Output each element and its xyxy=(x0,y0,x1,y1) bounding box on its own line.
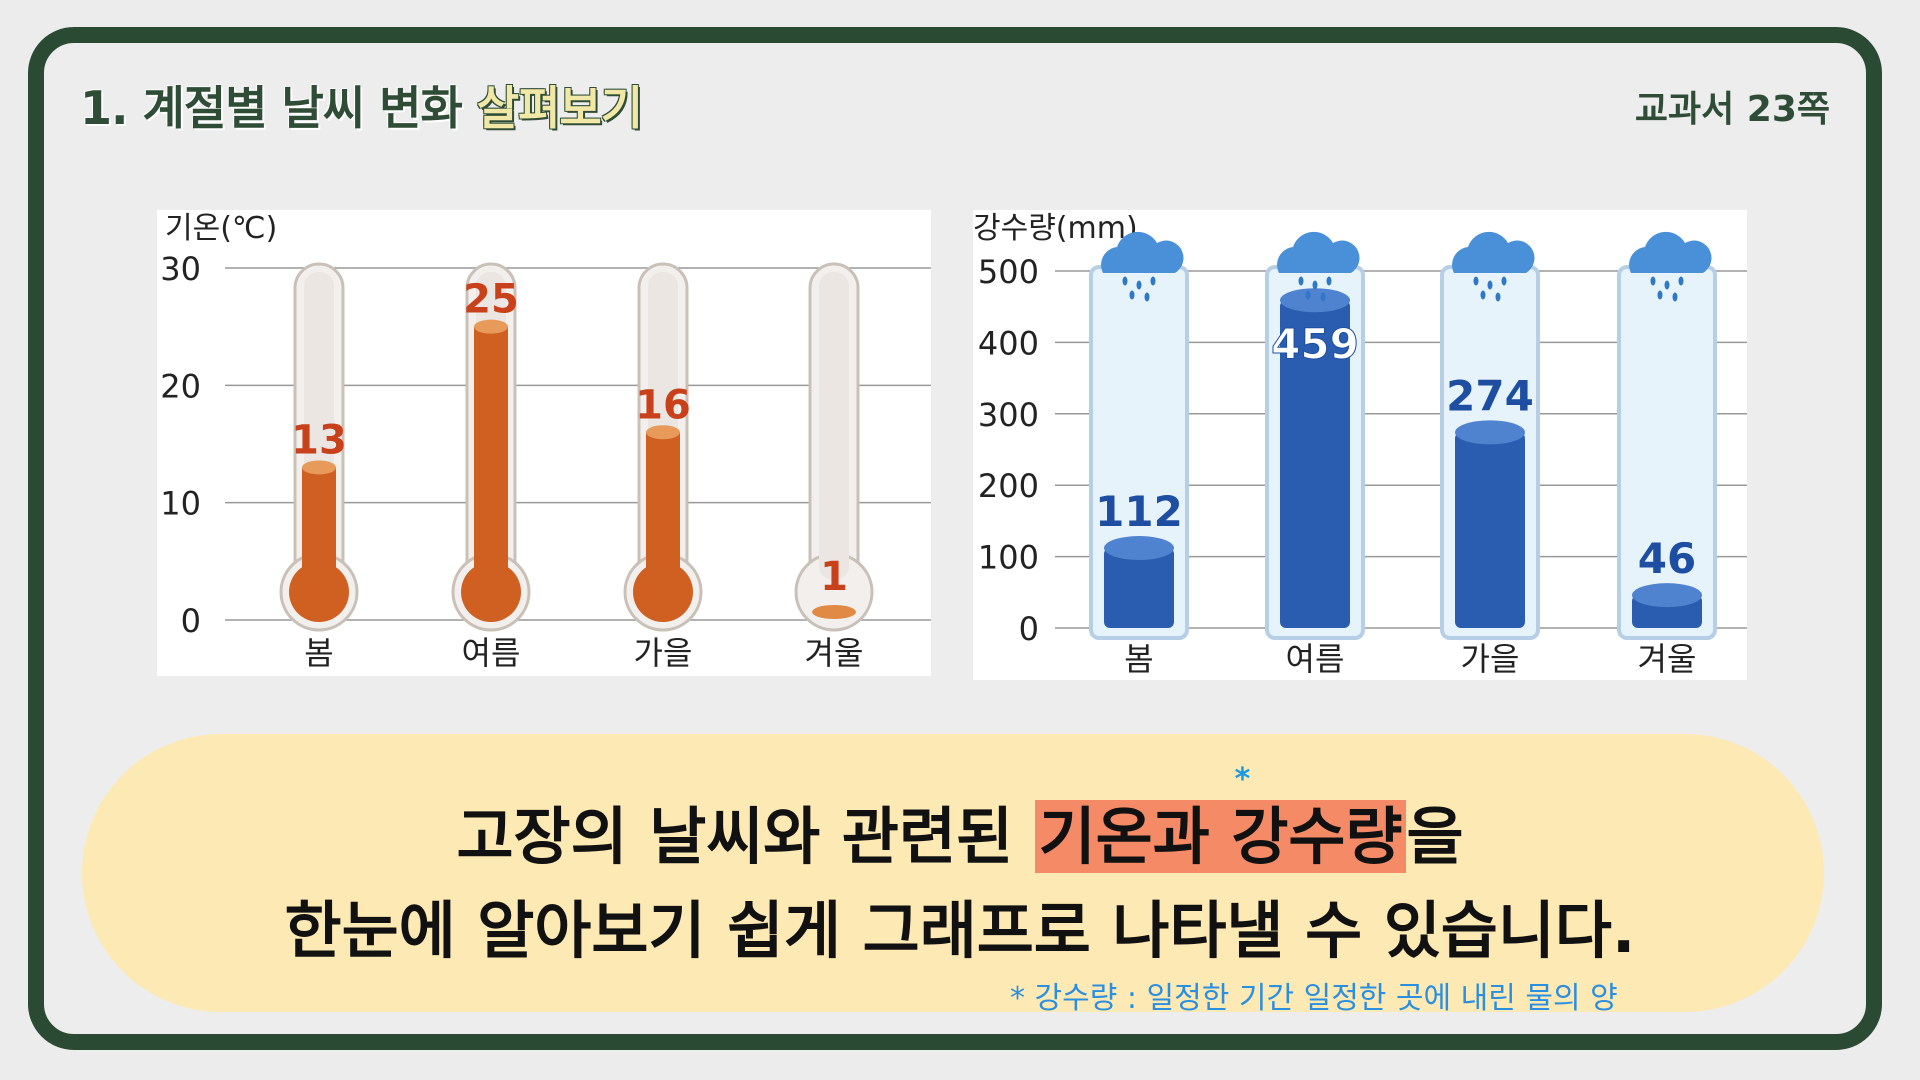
precipitation-value-label: 112 xyxy=(1095,487,1183,536)
raindrop-icon xyxy=(1664,280,1670,290)
rain-cloud-icon xyxy=(1629,231,1712,273)
raindrop-icon xyxy=(1136,280,1142,290)
raindrop-icon xyxy=(1305,290,1311,300)
temperature-chart: 기온(℃) 0 10 20 30 13 봄 25 여름 16 가을 1 겨울 xyxy=(157,210,931,676)
summary-line-1: 고장의 날씨와 관련된 기온과 강수량 * 을 xyxy=(0,762,1920,876)
y-tick-label: 500 xyxy=(978,253,1039,291)
x-category-label: 봄 xyxy=(304,634,333,672)
precipitation-bar xyxy=(1455,432,1525,628)
raindrop-icon xyxy=(1650,276,1656,286)
temperature-chart-svg: 기온(℃) 0 10 20 30 13 봄 25 여름 16 가을 1 겨울 xyxy=(160,211,931,672)
y-tick-label: 10 xyxy=(160,485,201,523)
y-tick-label: 300 xyxy=(978,396,1039,434)
thermometer-bulb-fill xyxy=(461,562,521,622)
precipitation-chart: 강수량(mm) 0 100 200 300 400 500 112 봄 459 여름 274 가을 46 겨… xyxy=(973,210,1747,680)
precipitation-value-label: 459 xyxy=(1271,319,1359,368)
raindrop-icon xyxy=(1326,276,1332,286)
x-category-label: 봄 xyxy=(1124,640,1153,678)
y-tick-label: 30 xyxy=(160,250,201,288)
raindrop-icon xyxy=(1473,276,1479,286)
raindrop-icon xyxy=(1150,276,1156,286)
slide-title: 1. 계절별 날씨 변화 살펴보기 xyxy=(80,72,643,138)
rain-cloud-icon xyxy=(1452,231,1535,273)
temperature-value-label: 1 xyxy=(820,554,848,600)
raindrop-icon xyxy=(1495,292,1501,302)
y-tick-label: 100 xyxy=(978,539,1039,577)
thermometer-bulb-fill xyxy=(289,562,349,622)
precipitation-bar-cap xyxy=(1455,420,1525,445)
x-category-label: 겨울 xyxy=(805,634,864,672)
precipitation-bar xyxy=(1280,300,1350,628)
raindrop-icon xyxy=(1298,276,1304,286)
summary-line1-after: 을 xyxy=(1406,800,1464,873)
raindrop-icon xyxy=(1312,280,1318,290)
temperature-bar-cap xyxy=(646,425,680,440)
title-main: 1. 계절별 날씨 변화 xyxy=(80,81,477,135)
x-category-label: 가을 xyxy=(1461,640,1520,678)
temperature-value-label: 16 xyxy=(635,382,691,428)
y-tick-label: 0 xyxy=(181,602,201,640)
precipitation-bar-cap xyxy=(1280,288,1350,313)
precipitation-chart-svg: 강수량(mm) 0 100 200 300 400 500 112 봄 459 여름 274 가을 46 겨… xyxy=(973,211,1747,678)
temperature-bar-cap xyxy=(474,319,508,334)
precipitation-bar-cap xyxy=(1632,583,1702,608)
textbook-page-ref: 교과서 23쪽 xyxy=(1634,89,1830,130)
raindrop-icon xyxy=(1672,292,1678,302)
y-axis-label: 기온(℃) xyxy=(165,211,277,246)
summary-bubble xyxy=(82,734,1824,1012)
y-tick-label: 200 xyxy=(978,467,1039,505)
raindrop-icon xyxy=(1122,276,1128,286)
summary-line1-before: 고장의 날씨와 관련된 xyxy=(456,800,1035,873)
y-tick-label: 20 xyxy=(160,367,201,405)
x-category-label: 여름 xyxy=(462,634,521,672)
raindrop-icon xyxy=(1487,280,1493,290)
summary-highlight-text: 기온과 강수량 xyxy=(1038,800,1403,873)
precipitation-bar-cap xyxy=(1104,536,1174,561)
x-category-label: 여름 xyxy=(1286,640,1345,678)
y-tick-label: 0 xyxy=(1019,610,1039,648)
raindrop-icon xyxy=(1657,290,1663,300)
raindrop-icon xyxy=(1320,292,1326,302)
precipitation-bar xyxy=(1104,548,1174,628)
thermometer-bulb-fill xyxy=(633,562,693,622)
rain-cloud-icon xyxy=(1277,231,1360,273)
temperature-bar-cap xyxy=(302,460,336,475)
summary-line-2: 한눈에 알아보기 쉽게 그래프로 나타낼 수 있습니다. xyxy=(284,894,1636,967)
temperature-value-label: 25 xyxy=(463,277,519,323)
raindrop-icon xyxy=(1501,276,1507,286)
summary-highlight: 기온과 강수량 * xyxy=(1034,762,1407,873)
x-category-label: 겨울 xyxy=(1638,640,1697,678)
footnote: * 강수량 : 일정한 기간 일정한 곳에 내린 물의 양 xyxy=(1010,981,1618,1016)
thermometer-inner xyxy=(819,272,849,580)
rain-cloud-icon xyxy=(1101,231,1184,273)
raindrop-icon xyxy=(1129,290,1135,300)
temperature-value-label: 13 xyxy=(291,417,347,463)
raindrop-icon xyxy=(1144,292,1150,302)
precipitation-value-label: 274 xyxy=(1446,371,1534,420)
y-axis-label: 강수량(mm) xyxy=(973,211,1138,246)
temperature-bar xyxy=(474,326,508,592)
y-tick-label: 400 xyxy=(978,324,1039,362)
footnote-star: * xyxy=(1234,762,1251,797)
raindrop-icon xyxy=(1480,290,1486,300)
raindrop-icon xyxy=(1678,276,1684,286)
precipitation-value-label: 46 xyxy=(1638,534,1696,583)
title-highlight: 살펴보기 xyxy=(476,81,643,135)
temperature-bar xyxy=(812,605,856,619)
x-category-label: 가을 xyxy=(634,634,693,672)
